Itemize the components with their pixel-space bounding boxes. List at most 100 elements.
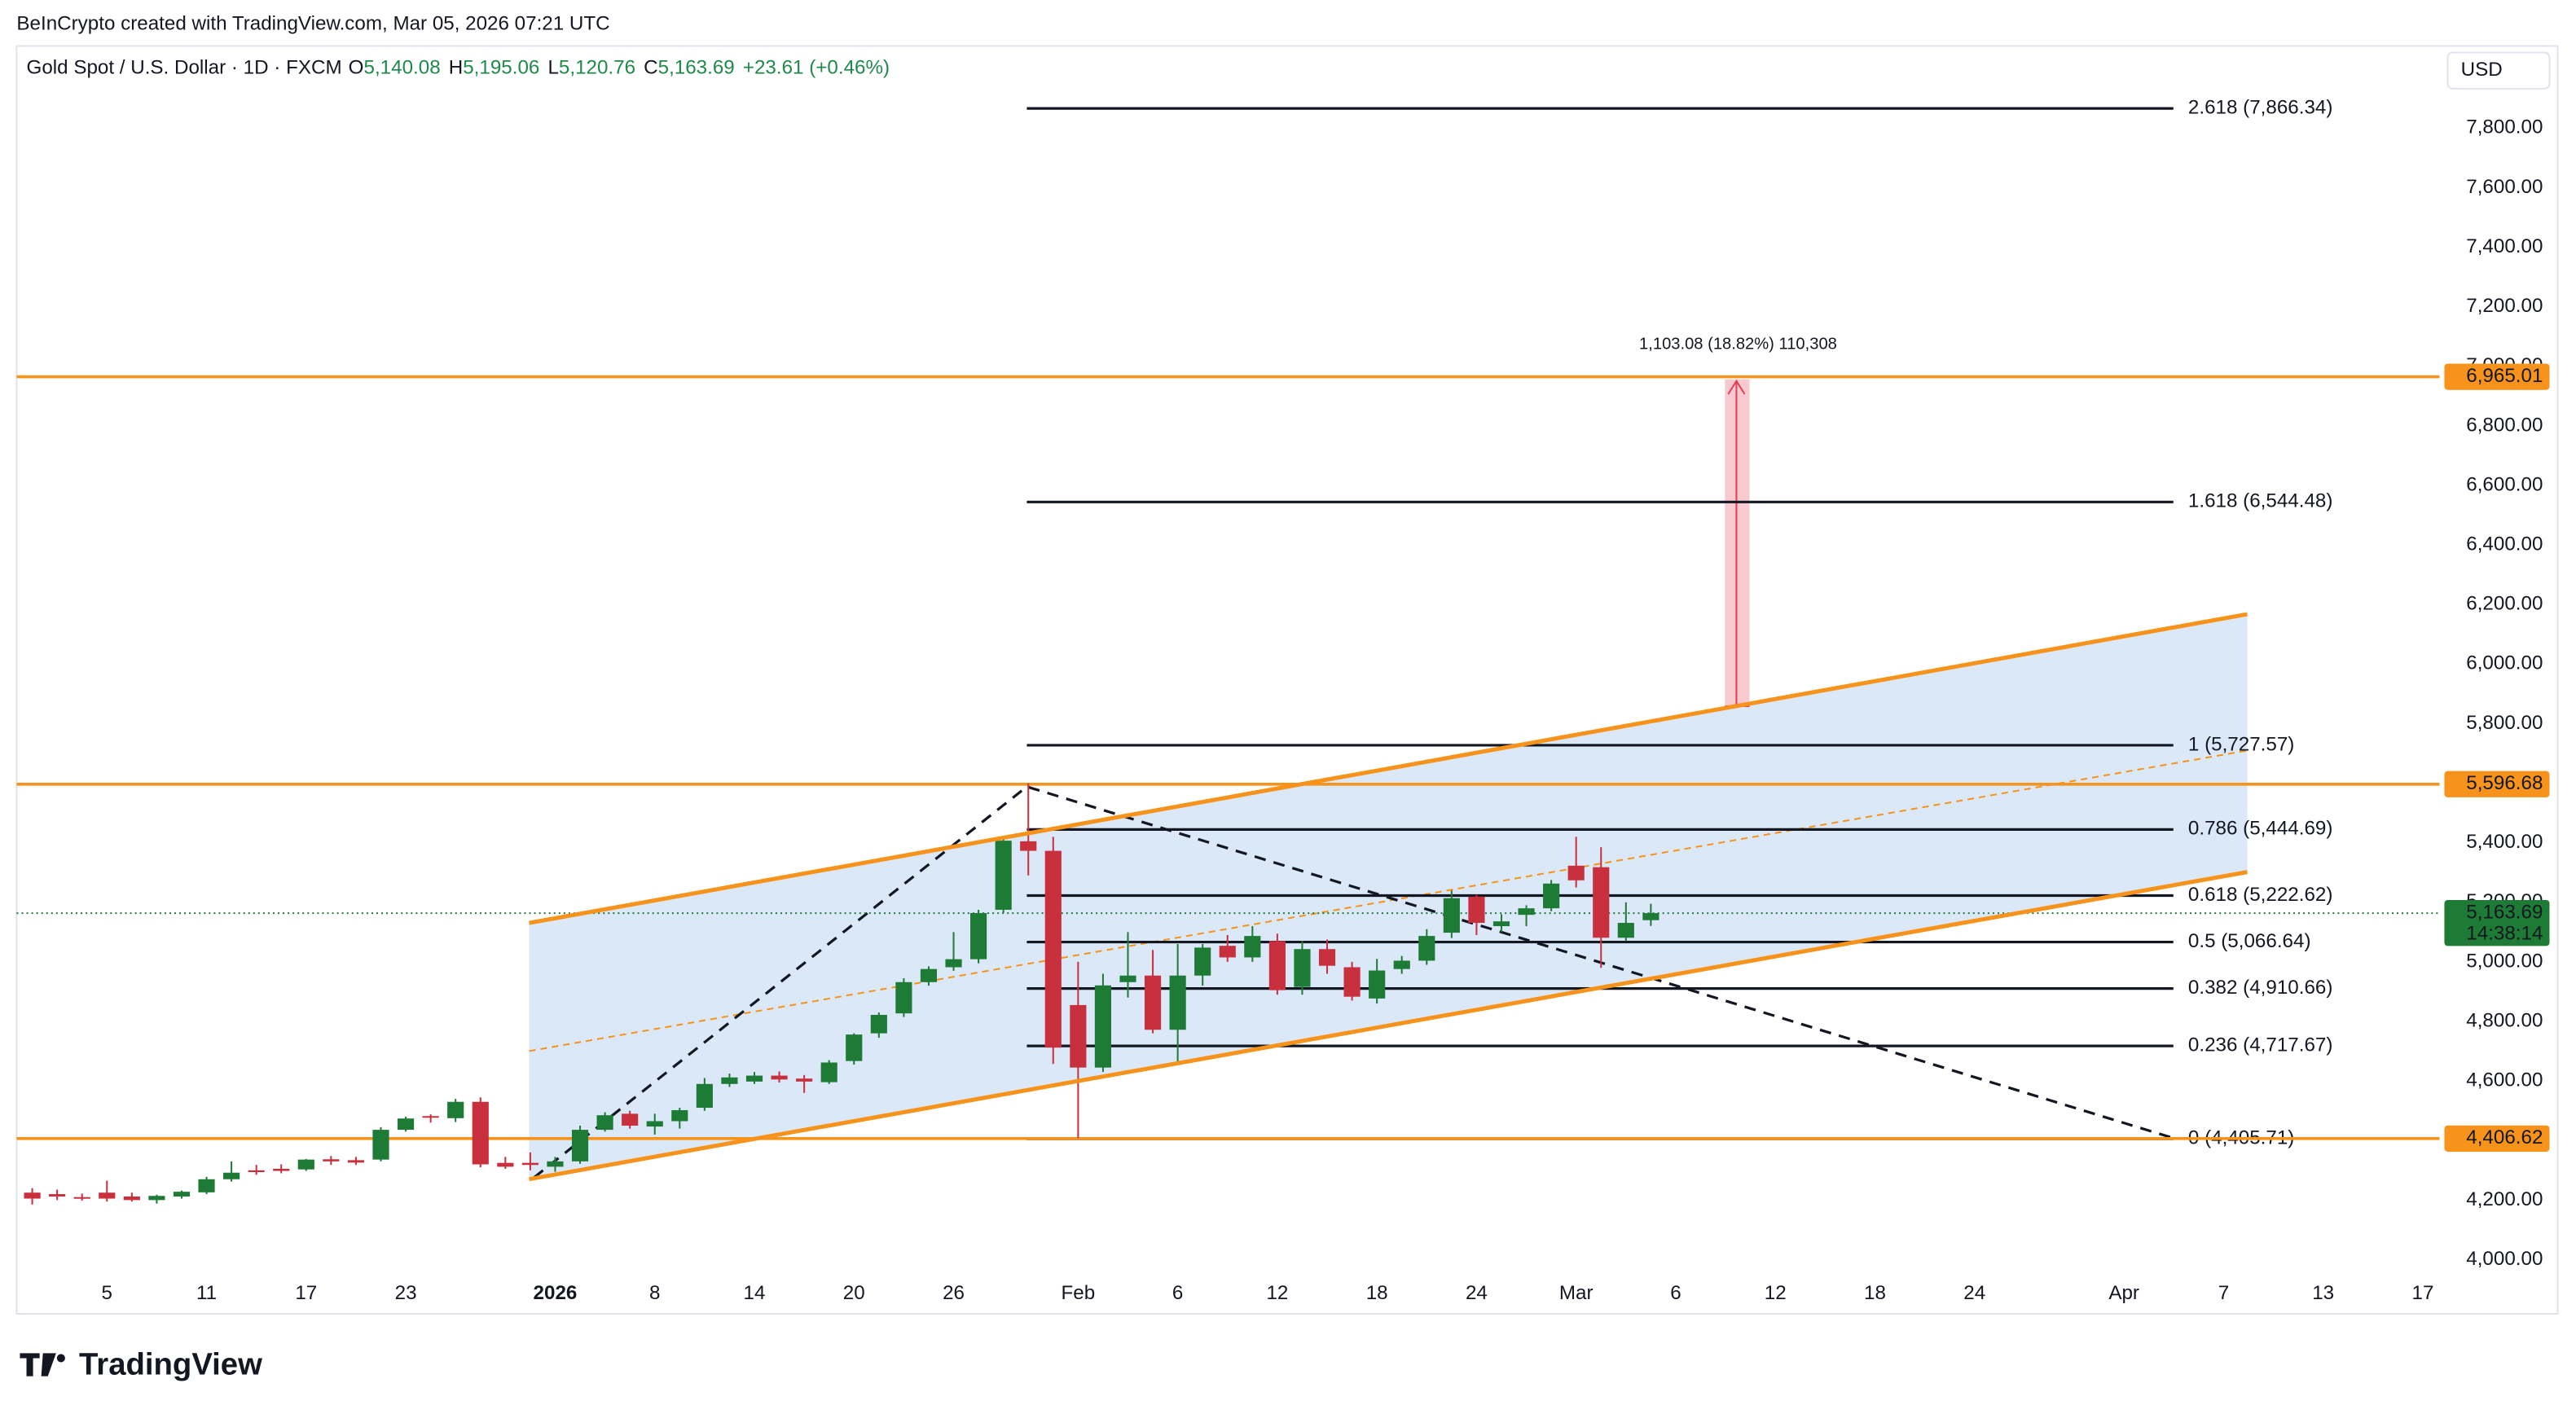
y-tick-label: 6,400.00 <box>2466 534 2543 556</box>
price-line-label: 4,406.62 <box>2466 1126 2543 1148</box>
fib-label: 0.382 (4,910.66) <box>2188 977 2333 999</box>
candle-body <box>646 1121 663 1127</box>
channel-midline <box>529 749 2248 1052</box>
fib-label: 2.618 (7,866.34) <box>2188 96 2333 118</box>
ohlc-value: 5,163.69 <box>658 57 735 79</box>
price-line-label: 5,596.68 <box>2466 772 2543 794</box>
y-tick-label: 4,600.00 <box>2466 1069 2543 1091</box>
price-line-box <box>2444 363 2550 390</box>
candle-body <box>99 1192 116 1199</box>
y-tick-label: 7,600.00 <box>2466 176 2543 198</box>
ohlc-value: 5,195.06 <box>463 57 539 79</box>
attribution: BeInCrypto created with TradingView.com,… <box>16 13 609 35</box>
candle-body <box>1418 936 1435 961</box>
candle-body <box>1169 975 1186 1030</box>
candle-body <box>1194 947 1211 976</box>
ohlc-key: H <box>449 57 463 79</box>
x-tick-label: 17 <box>295 1282 317 1304</box>
candle-body <box>24 1192 41 1199</box>
candle-body <box>521 1162 538 1166</box>
candle-body <box>1244 936 1261 958</box>
x-tick-label: 12 <box>1266 1282 1288 1304</box>
candle-body <box>622 1113 639 1126</box>
candle-body <box>920 968 938 982</box>
candle-body <box>1468 896 1485 924</box>
candle-body <box>497 1162 514 1167</box>
fib-label: 0.786 (5,444.69) <box>2188 818 2333 840</box>
x-tick-label: 20 <box>843 1282 865 1304</box>
candle-body <box>1144 975 1162 1030</box>
candle-body <box>1543 883 1560 909</box>
candle-body <box>771 1075 788 1080</box>
x-tick-label: Apr <box>2108 1282 2139 1304</box>
ohlc-key: L <box>547 57 558 79</box>
candle-body <box>273 1168 290 1171</box>
candle-body <box>1518 908 1535 916</box>
candle-body <box>1617 923 1634 938</box>
fib-levels: 2.618 (7,866.34) 1.618 (6,544.48) 1 (5,727… <box>16 96 2440 1149</box>
y-tick-label: 5,800.00 <box>2466 712 2543 734</box>
chart-frame <box>15 45 2559 1315</box>
fib-label: 0.236 (4,717.67) <box>2188 1034 2333 1056</box>
ohlc-value: 5,120.76 <box>559 57 635 79</box>
x-tick-label: 11 <box>196 1282 217 1304</box>
candle-body <box>671 1109 688 1122</box>
y-tick-label: 7,400.00 <box>2466 235 2543 257</box>
candle-body <box>1369 970 1386 999</box>
drawings-background <box>529 379 2248 1179</box>
y-tick-label: 6,800.00 <box>2466 414 2543 436</box>
x-tick-label: 23 <box>395 1282 417 1304</box>
x-tick-label: 5 <box>102 1282 112 1304</box>
x-tick-label: 14 <box>744 1282 766 1304</box>
candle-body <box>472 1101 489 1165</box>
y-tick-label: 4,800.00 <box>2466 1009 2543 1031</box>
candles <box>24 783 1659 1205</box>
candle-body <box>696 1083 713 1109</box>
candle-body <box>49 1194 66 1197</box>
candle-body <box>945 959 962 968</box>
candle-body <box>1593 867 1610 938</box>
fib-label: 1 (5,727.57) <box>2188 733 2294 755</box>
fib-label: 0.618 (5,222.62) <box>2188 884 2333 906</box>
y-tick-label: 5,000.00 <box>2466 950 2543 972</box>
measure-arrowhead <box>1727 379 1746 395</box>
candle-body <box>422 1116 439 1118</box>
candle-body <box>1318 949 1336 966</box>
y-tick-label: 7,800.00 <box>2466 116 2543 138</box>
candle-body <box>1642 913 1659 920</box>
candle-body <box>173 1192 191 1197</box>
candle-body <box>895 981 912 1014</box>
x-tick-label: 24 <box>1963 1282 1985 1304</box>
x-tick-label: 12 <box>1765 1282 1787 1304</box>
y-tick-label: 6,000.00 <box>2466 652 2543 674</box>
candle-body <box>1020 841 1037 851</box>
candle-body <box>297 1159 314 1170</box>
candle-body <box>1094 985 1112 1068</box>
candle-body <box>1492 921 1510 927</box>
candle-body <box>1070 1004 1087 1068</box>
candle-body <box>970 912 987 960</box>
y-tick-label: 6,600.00 <box>2466 473 2543 495</box>
x-tick-label: 8 <box>649 1282 660 1304</box>
candle-body <box>1567 865 1585 880</box>
candle-body <box>995 841 1012 910</box>
currency[interactable]: USD <box>2461 59 2503 81</box>
candle-body <box>571 1130 589 1162</box>
candle-body <box>1268 941 1286 990</box>
candle-body <box>73 1197 90 1199</box>
candle-body <box>198 1179 215 1192</box>
y-tick-label: 4,200.00 <box>2466 1188 2543 1210</box>
last-price-box <box>2444 899 2550 946</box>
candle-body <box>1343 967 1361 997</box>
x-tick-label: 26 <box>943 1282 965 1304</box>
candle-body <box>820 1062 837 1082</box>
candle-body <box>447 1101 464 1118</box>
price-line-label: 6,965.01 <box>2466 365 2543 387</box>
countdown: 14:38:14 <box>2466 923 2543 945</box>
currency-box[interactable] <box>2446 51 2551 90</box>
y-tick-label: 5,400.00 <box>2466 831 2543 853</box>
drawings-foreground <box>529 612 2248 1182</box>
x-tick-label: 17 <box>2412 1282 2434 1304</box>
